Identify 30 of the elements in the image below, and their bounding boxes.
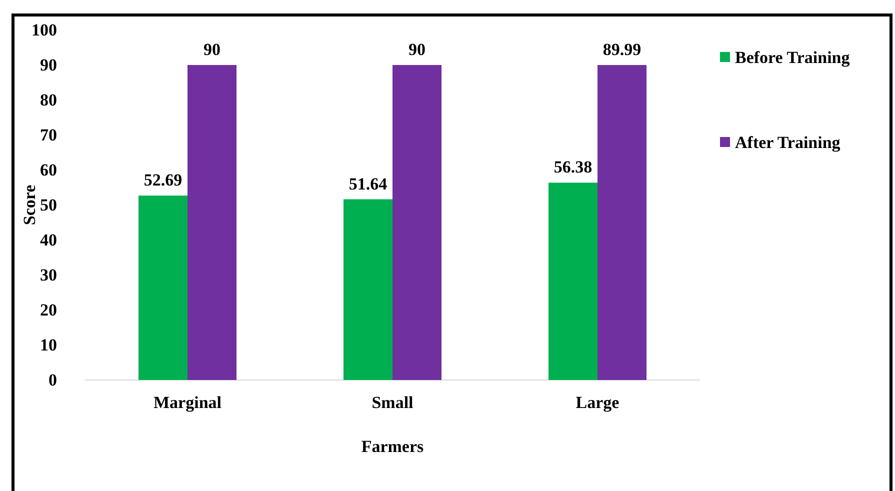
y-tick-label: 50 (40, 195, 57, 214)
data-label: 89.99 (602, 40, 642, 60)
y-tick-label: 100 (32, 20, 57, 40)
y-tick-label: 0 (48, 370, 57, 390)
y-tick-label: 70 (40, 125, 57, 144)
y-tick-label: 40 (40, 230, 57, 250)
y-tick-label: 10 (40, 335, 57, 354)
bar (188, 65, 236, 380)
bar (344, 199, 392, 380)
data-label: 90 (204, 40, 220, 59)
x-tick-label: Large (576, 393, 620, 412)
y-tick-label: 60 (40, 160, 57, 180)
x-tick-label: Small (372, 393, 414, 412)
data-label: 90 (408, 40, 426, 59)
bar (548, 182, 598, 380)
data-label: 51.64 (348, 174, 388, 194)
data-label: 56.38 (554, 158, 592, 177)
y-tick-label: 30 (40, 265, 57, 284)
x-tick-label: Marginal (154, 393, 222, 412)
legend-label: Before Training (735, 48, 850, 67)
y-tick-label: 20 (40, 300, 57, 320)
bar (392, 65, 442, 380)
y-tick-label: 90 (40, 55, 57, 74)
y-axis-title: Score (20, 184, 39, 226)
data-label: 52.69 (144, 170, 182, 190)
legend-label: After Training (735, 133, 841, 152)
bar (138, 196, 188, 380)
x-axis-title: Farmers (361, 437, 424, 456)
bar (598, 65, 646, 380)
y-tick-label: 80 (40, 90, 57, 110)
